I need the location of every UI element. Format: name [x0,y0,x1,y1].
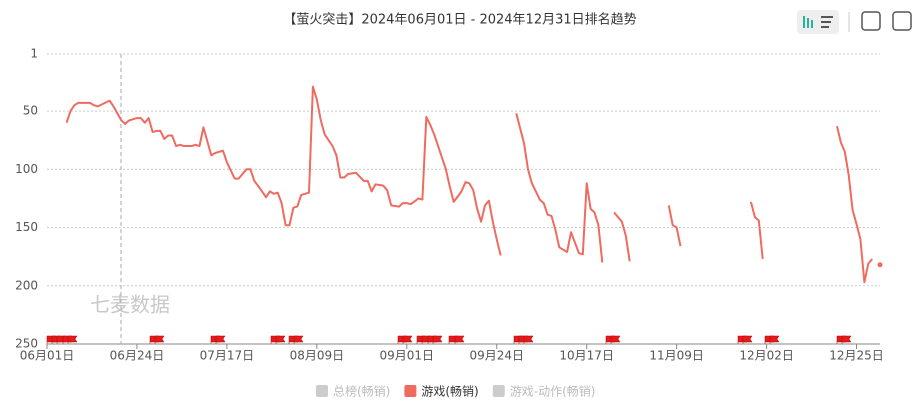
event-flag[interactable] [67,335,78,344]
icon [821,21,831,23]
x-tick-label: 06月01日 [20,349,75,363]
legend-swatch [316,385,328,397]
event-flag[interactable] [154,335,165,344]
legend-item[interactable]: 总榜(畅销) [316,384,390,399]
icon [821,16,833,18]
legend-swatch [404,385,417,397]
event-flag[interactable] [402,335,413,344]
legend-label: 游戏(畅销) [421,385,478,399]
line [67,87,880,283]
icon [821,26,829,28]
chart-title: 【萤火突击】2024年06月01日 - 2024年12月31日排名趋势 [283,12,636,28]
x-tick-label: 06月24日 [110,349,165,363]
y-tick-label: 200 [15,278,38,292]
event-flag[interactable] [454,335,465,344]
y-tick-label: 50 [23,104,38,118]
legend-item[interactable]: 游戏-动作(畅销) [492,385,596,399]
toolbar[interactable] [797,10,912,34]
legend-item[interactable]: 游戏(畅销) [404,385,479,399]
event-flag[interactable] [215,335,226,344]
x-tick-label: 12月02日 [739,349,794,363]
download-icon[interactable] [892,11,912,31]
x-tick-label: 07月17日 [200,349,255,363]
event-flag[interactable] [293,335,304,344]
x-tick-label: 11月09日 [649,349,704,363]
icon [803,16,805,28]
x-tick-label: 12月25日 [829,349,884,363]
x-tick-label: 08月09日 [290,349,345,363]
event-flag[interactable] [610,335,621,344]
event-flag[interactable] [769,335,780,344]
icon [807,18,809,28]
event-flag[interactable] [742,335,753,344]
point [877,262,883,268]
y-tick-label: 250 [15,337,38,351]
x-tick-label: 09月24日 [469,349,524,363]
icon [811,20,813,28]
event-flag[interactable] [523,335,534,344]
x-tick-label: 09月01日 [380,349,435,363]
x-tick-label: 10月17日 [559,349,614,363]
legend-label: 总榜(畅销) [333,384,390,399]
image-icon[interactable] [861,11,881,31]
event-flag[interactable] [275,335,286,344]
y-tick-label: 150 [15,220,38,234]
event-flag[interactable] [841,335,852,344]
event-flag[interactable] [432,335,443,344]
legend-swatch [492,385,505,397]
y-tick-label: 1 [30,47,38,61]
legend-label: 游戏-动作(畅销) [510,385,596,399]
y-tick-label: 100 [15,162,38,176]
watermark: 七麦数据 [90,293,170,317]
